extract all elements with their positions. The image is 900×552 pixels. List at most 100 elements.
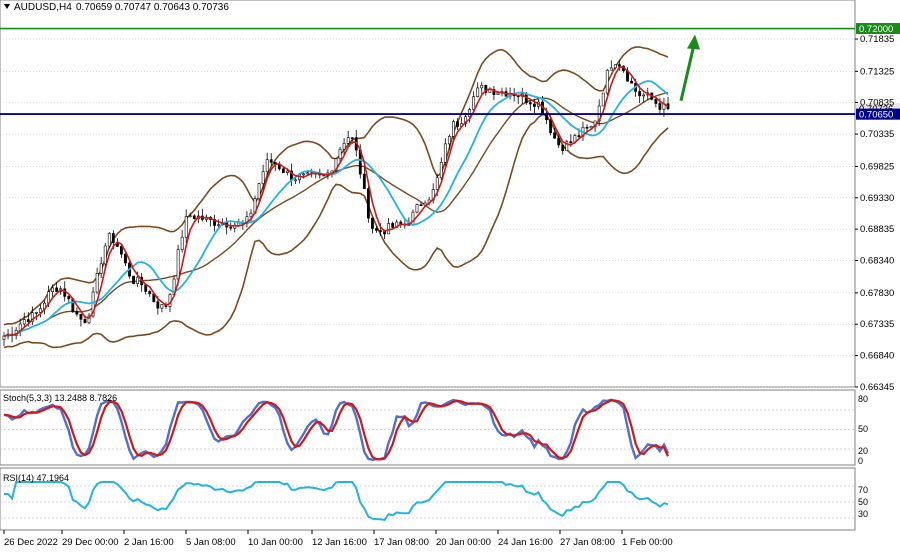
x-tick-label: 12 Jan 16:00	[312, 537, 367, 548]
rsi-level-50: 50	[858, 497, 868, 507]
candle-body	[237, 222, 241, 226]
x-tick-label: 10 Jan 00:00	[248, 537, 303, 548]
candle-body	[180, 236, 184, 250]
candle-body	[156, 301, 160, 309]
candle-body	[261, 171, 265, 184]
candle-body	[34, 312, 38, 314]
candle-body	[638, 91, 642, 97]
x-tick-label: 24 Jan 16:00	[498, 537, 553, 548]
candle-body	[391, 223, 395, 228]
candle-body	[192, 215, 196, 219]
candle-body	[281, 168, 285, 173]
ohlc-readout: 0.70659 0.70747 0.70643 0.70736	[76, 2, 229, 13]
stoch-main-line	[3, 398, 670, 462]
candle-body	[75, 311, 79, 315]
candle-body	[91, 291, 95, 317]
candle-body	[585, 126, 589, 129]
candle-body	[658, 103, 662, 110]
candle-body	[346, 137, 350, 144]
candle-body	[468, 109, 472, 117]
x-tick-label: 27 Jan 08:00	[560, 537, 615, 548]
price-panel-frame	[0, 0, 856, 388]
x-tick-label: 5 Jan 08:00	[186, 537, 236, 548]
candle-body	[188, 215, 192, 218]
candle-body	[176, 249, 180, 280]
candle-body	[79, 313, 83, 320]
stochastic-title: Stoch(5,3,3) 13.2488 8.7826	[3, 393, 117, 403]
candle-body	[136, 276, 140, 284]
candle-body	[30, 312, 34, 322]
candle-body	[371, 217, 374, 229]
x-tick-label: 2 Jan 16:00	[124, 537, 174, 548]
candle-body	[557, 137, 561, 146]
candle-body	[443, 143, 447, 163]
candle-body	[342, 142, 346, 150]
forecast-arrow-head	[687, 34, 700, 50]
stochastic-panel-frame	[0, 389, 856, 466]
time-axis: 26 Dec 2022 29 Dec 00:00 2 Jan 16:00 5 Jan …	[3, 530, 673, 548]
candle-body	[435, 177, 439, 190]
candle-body	[605, 69, 609, 94]
candle-body	[87, 315, 91, 324]
candle-body	[51, 287, 54, 292]
candle-body	[456, 121, 459, 127]
symbol-label: AUDUSD,H4	[14, 2, 72, 13]
current-level-front-price-tag	[856, 108, 900, 120]
candle-body	[184, 216, 188, 238]
rsi-level-30: 30	[858, 509, 868, 519]
candle-body	[99, 263, 103, 274]
rsi-line-group	[4, 481, 669, 521]
candle-body	[630, 80, 633, 84]
candle-body	[613, 64, 617, 69]
candle-body	[447, 135, 451, 145]
candle-body	[103, 245, 107, 265]
rsi-grid	[0, 485, 855, 519]
candle-body	[338, 148, 342, 159]
candle-body	[476, 87, 480, 97]
y-tick-label: 0.71835	[860, 34, 894, 45]
y-tick-label: 0.70835	[860, 97, 894, 108]
target-level-price-label: 0.72000	[859, 24, 893, 35]
candle-body	[83, 318, 87, 324]
symbol-dropdown-icon[interactable]	[4, 4, 10, 9]
candle-body	[22, 319, 26, 325]
candle-body	[334, 158, 338, 172]
rsi-title: RSI(14) 47.1964	[3, 473, 69, 483]
candle-body	[107, 233, 111, 247]
candle-body	[618, 64, 621, 67]
stochastic-panel: Stoch(5,3,3) 13.2488 8.7826 80 50 20 0	[0, 389, 868, 466]
candle-body	[132, 275, 135, 284]
candle-body	[609, 67, 613, 71]
candle-body	[111, 233, 115, 243]
y-tick-label: 0.66840	[860, 351, 894, 362]
candle-body	[532, 103, 536, 107]
bollinger-lower	[3, 113, 669, 349]
candle-body	[55, 287, 59, 292]
candle-body	[419, 204, 423, 206]
moving-average-fast	[3, 66, 669, 337]
stochastic-grid	[0, 409, 855, 450]
candle-body	[379, 230, 382, 232]
y-tick-label: 0.67335	[860, 319, 894, 330]
candle-body	[306, 172, 310, 175]
candle-body	[553, 132, 557, 139]
candle-body	[217, 224, 220, 227]
candle-body	[387, 223, 391, 235]
candle-body	[601, 92, 605, 107]
stoch-level-80: 80	[858, 394, 868, 404]
forecast-arrow-shaft	[679, 44, 696, 101]
candle-body	[249, 212, 253, 218]
candle-body	[160, 304, 164, 309]
candle-body	[480, 84, 484, 89]
candle-body	[654, 99, 658, 104]
candle-body	[492, 89, 496, 95]
bollinger-middle	[3, 91, 669, 337]
candle-body	[120, 246, 123, 255]
candle-body	[26, 319, 30, 322]
y-tick-label: 0.70335	[860, 129, 894, 140]
candle-body	[294, 179, 297, 182]
rsi-panel-frame	[0, 467, 856, 531]
